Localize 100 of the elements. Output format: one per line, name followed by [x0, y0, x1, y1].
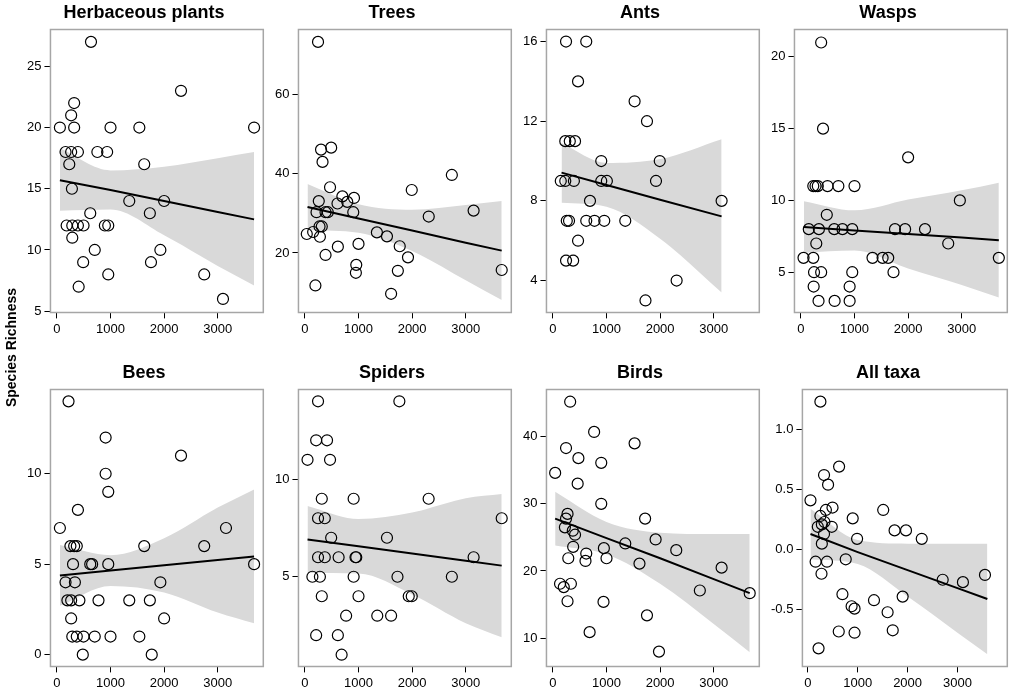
point: [810, 237, 823, 250]
point: [956, 576, 970, 589]
point: [633, 557, 646, 570]
chart-title: Ants: [620, 1, 660, 22]
y-tick-label: 20: [522, 562, 538, 578]
point: [670, 274, 683, 287]
chart-title: Birds: [616, 361, 664, 382]
point: [563, 135, 576, 148]
point: [133, 630, 146, 643]
point: [877, 503, 890, 517]
point: [899, 524, 913, 537]
point: [881, 606, 894, 619]
point: [597, 595, 610, 608]
point: [71, 219, 85, 232]
point: [300, 227, 313, 241]
point: [391, 570, 404, 583]
point: [558, 521, 571, 534]
point: [802, 223, 815, 236]
point: [393, 240, 406, 253]
point: [649, 174, 663, 188]
point: [936, 573, 949, 586]
point: [310, 206, 323, 219]
point: [102, 268, 115, 281]
point: [811, 520, 824, 533]
point: [807, 266, 821, 279]
y-tick-label: 60: [274, 86, 290, 102]
x-tick-label: 2000: [149, 674, 179, 690]
point: [567, 254, 580, 267]
point: [347, 206, 360, 219]
point: [76, 648, 89, 661]
point: [332, 551, 345, 564]
point: [583, 194, 597, 207]
point: [588, 214, 601, 227]
y-tick-label: 20: [274, 244, 290, 260]
point: [347, 570, 360, 583]
x-tick-label: 1000: [96, 674, 125, 690]
point: [92, 594, 105, 607]
point: [349, 266, 362, 279]
x-tick-label: 1000: [840, 320, 869, 336]
x-tick-label: 1000: [592, 674, 621, 690]
y-tick-label: 20: [770, 48, 786, 64]
point: [311, 551, 325, 564]
x-tick-label: 2000: [893, 674, 923, 690]
point: [143, 207, 156, 220]
x-tick-label: 0: [301, 674, 309, 690]
point: [370, 226, 383, 239]
point: [311, 395, 325, 408]
x-tick-label: 1000: [843, 674, 873, 690]
y-tick-label: 20: [26, 119, 42, 135]
point: [619, 537, 632, 550]
x-tick-label: 1000: [96, 320, 125, 336]
point: [815, 537, 828, 550]
chart-title: Wasps: [859, 1, 917, 22]
point: [102, 558, 115, 571]
x-tick-label: 0: [804, 674, 812, 690]
point: [350, 258, 363, 271]
point: [564, 577, 578, 590]
point: [992, 251, 1005, 264]
point: [422, 210, 435, 223]
point: [815, 266, 828, 279]
point: [839, 553, 852, 566]
point: [314, 143, 328, 156]
point: [331, 629, 344, 642]
point: [325, 531, 338, 544]
chart-title: Herbaceous plants: [63, 1, 225, 22]
point: [807, 280, 820, 293]
point: [557, 581, 570, 594]
point: [882, 251, 895, 264]
point: [564, 395, 577, 408]
point: [99, 431, 112, 444]
point: [323, 453, 337, 466]
point: [352, 237, 365, 250]
point: [70, 630, 83, 643]
point: [693, 584, 706, 597]
point: [467, 551, 480, 564]
point: [812, 294, 825, 308]
point: [653, 154, 666, 168]
point: [828, 223, 841, 236]
y-tick-label: 5: [778, 263, 786, 279]
point: [640, 609, 654, 622]
point: [72, 280, 85, 293]
point: [247, 558, 261, 571]
point: [561, 595, 574, 608]
point: [61, 594, 74, 607]
point: [331, 197, 344, 210]
point: [53, 121, 66, 134]
point: [198, 539, 211, 553]
point: [77, 630, 90, 643]
point: [445, 168, 458, 182]
point: [846, 266, 859, 279]
point: [102, 485, 115, 498]
point: [876, 251, 889, 264]
point: [600, 552, 613, 565]
point: [306, 570, 319, 583]
point: [628, 95, 641, 108]
point: [77, 219, 90, 232]
x-tick-label: 3000: [451, 320, 481, 336]
point: [843, 294, 856, 308]
point: [84, 207, 97, 220]
point: [143, 594, 156, 607]
